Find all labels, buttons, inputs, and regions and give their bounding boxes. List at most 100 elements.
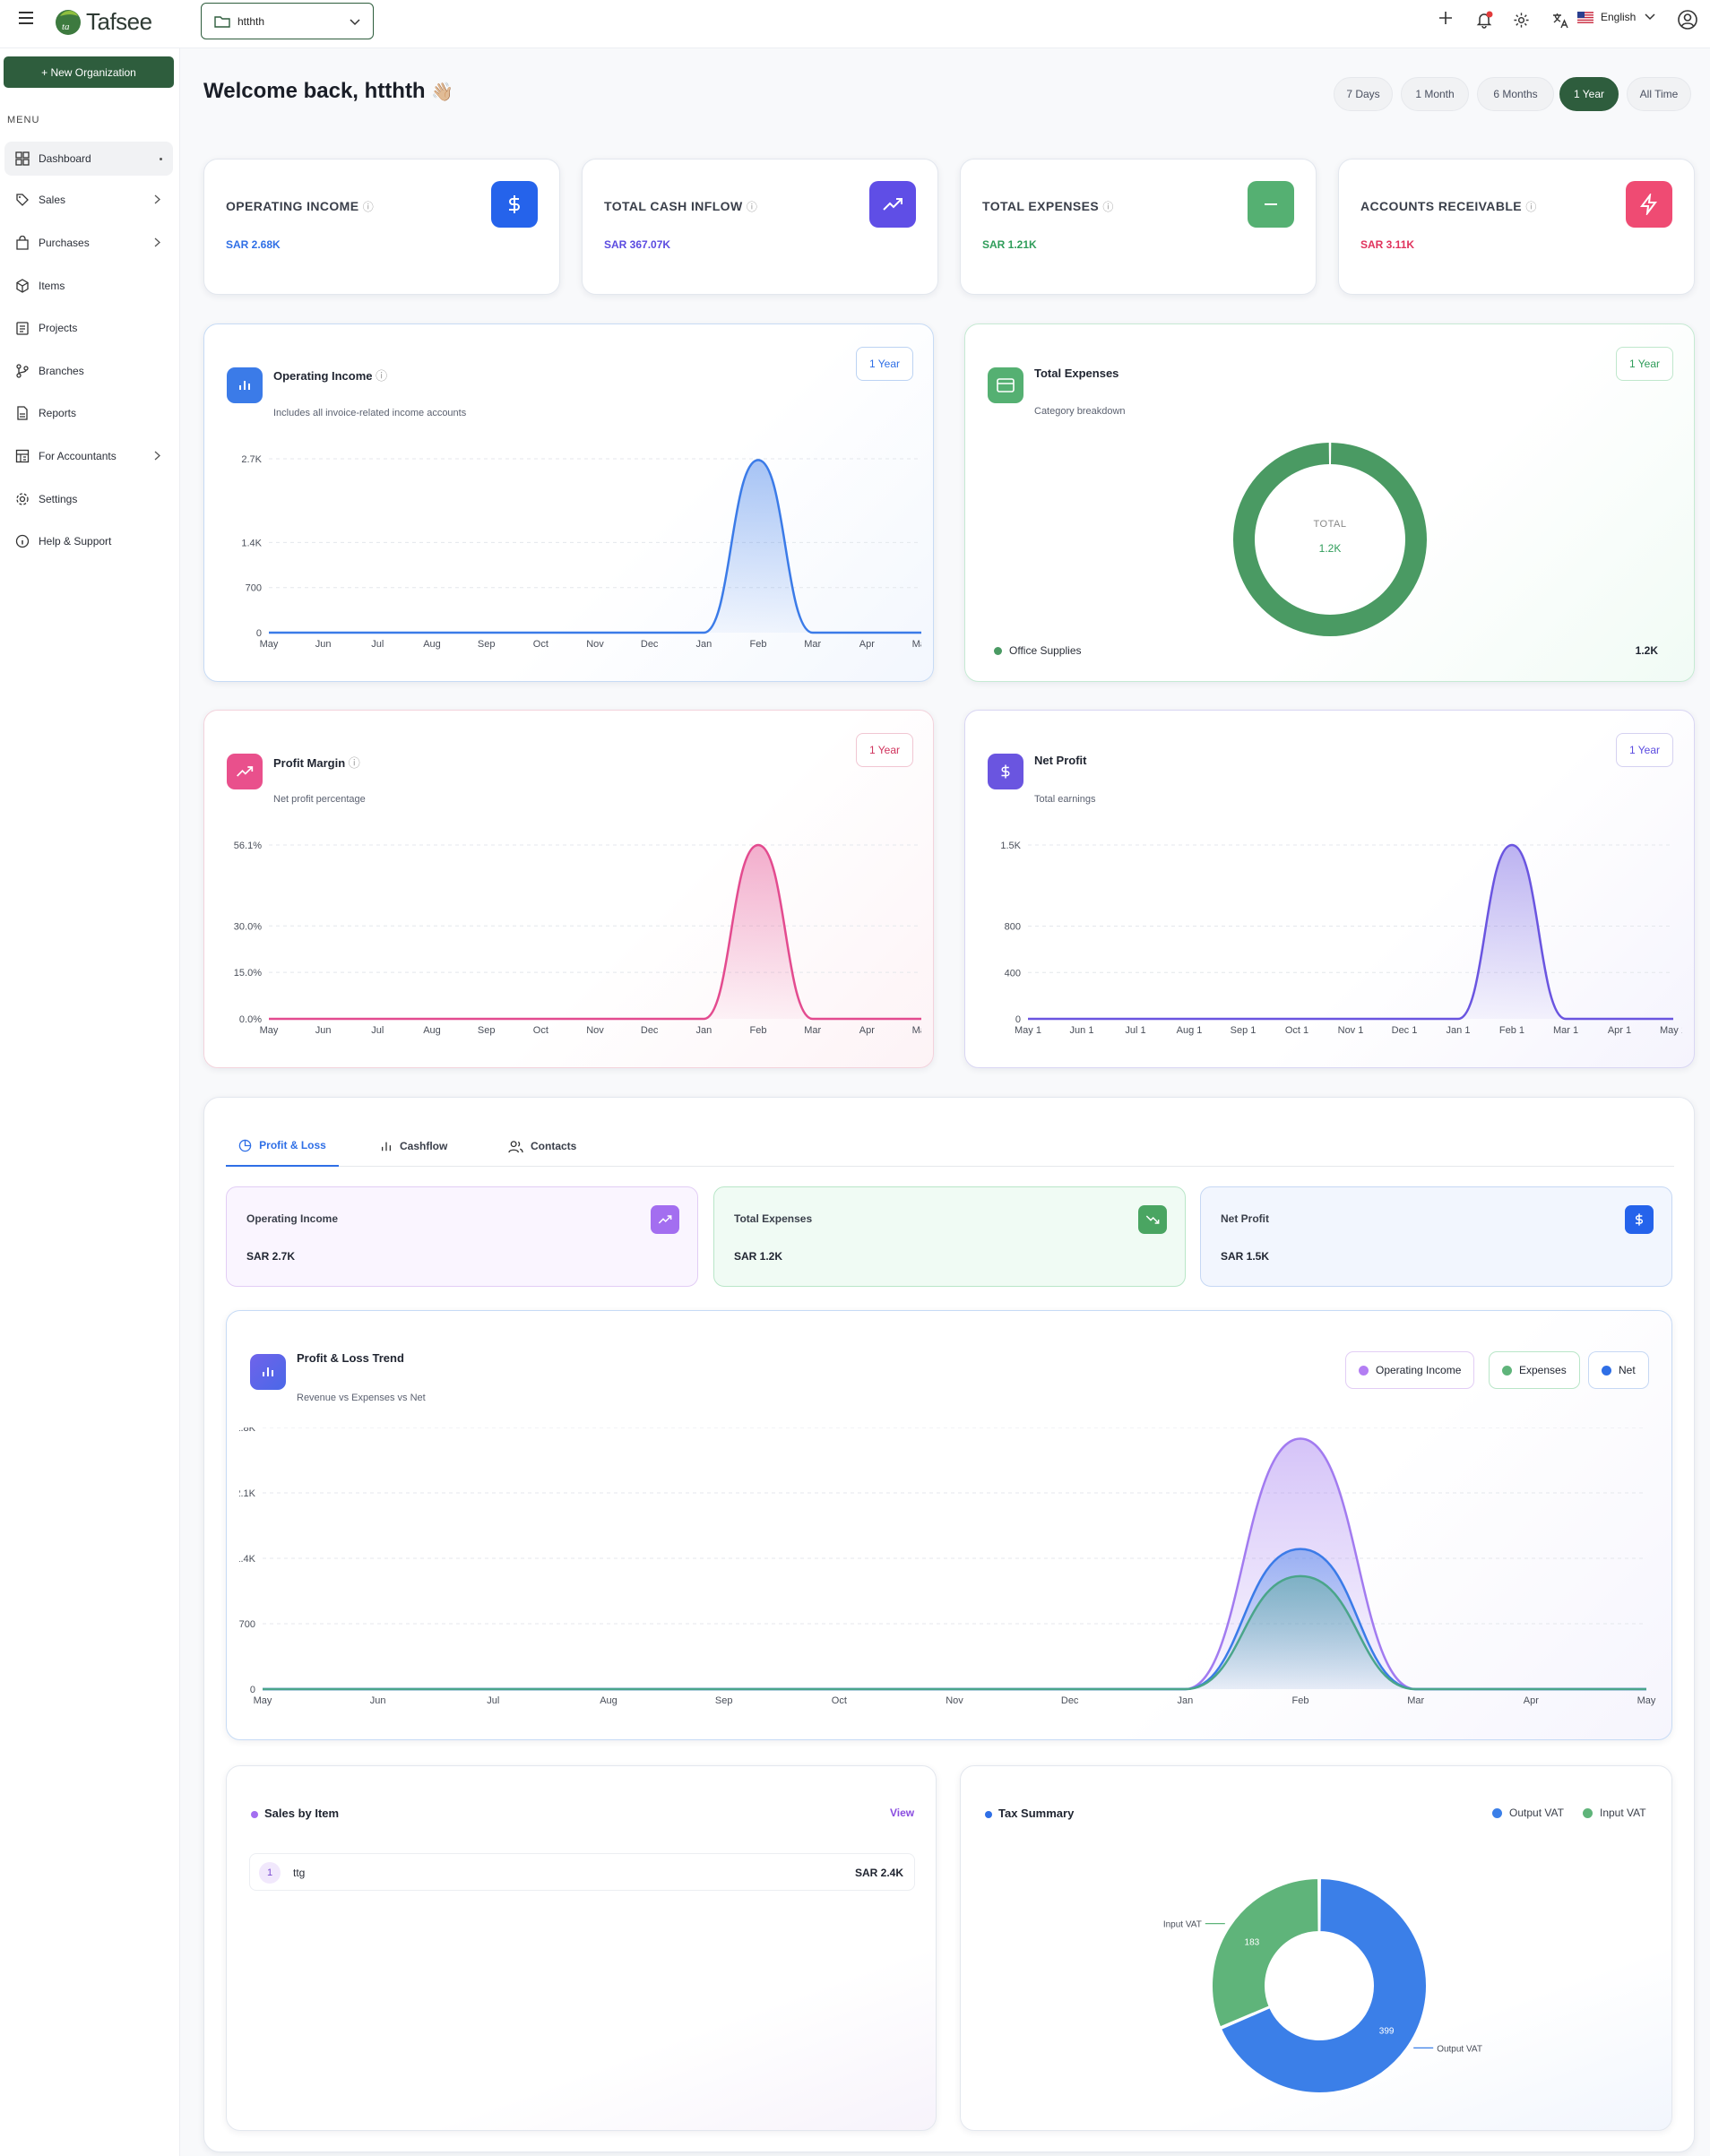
period-1-month-button[interactable]: 1 Month [1401,77,1469,111]
sidebar-item-settings[interactable]: Settings [4,482,173,516]
organization-selector[interactable]: htthth [201,3,374,39]
x-tick-label: Feb [1292,1695,1309,1706]
x-tick-label: May 1 [1660,1025,1682,1036]
y-tick-label: 0.0% [239,1014,262,1025]
info-icon[interactable]: ⓘ [376,369,388,383]
info-icon[interactable]: ⓘ [1102,201,1114,213]
folder-icon [214,15,230,28]
brand-logo[interactable]: ta Tafsee [52,5,152,38]
legend-net[interactable]: Net [1588,1351,1649,1389]
slice-value-label: 399 [1379,2027,1395,2037]
view-link[interactable]: View [890,1807,915,1819]
sidebar-item-label: Help & Support [39,535,112,548]
x-tick-label: Jun [315,1025,332,1036]
period-badge[interactable]: 1 Year [856,733,913,767]
y-tick-label: 0 [256,628,262,639]
legend-operating-income[interactable]: Operating Income [1345,1351,1475,1389]
legend-output-vat[interactable]: Output VAT [1492,1807,1564,1819]
x-tick-label: Dec [641,639,659,650]
period-6-months-button[interactable]: 6 Months [1477,77,1554,111]
legend-dot [1583,1807,1593,1818]
period-badge[interactable]: 1 Year [856,347,913,381]
sidebar-item-dashboard[interactable]: Dashboard [4,142,173,176]
x-tick-label: Jan [1177,1695,1193,1706]
tab-label: Contacts [531,1140,577,1152]
zap-icon [1626,181,1672,228]
chart-subtitle: Revenue vs Expenses vs Net [297,1393,426,1403]
sidebar-item-reports[interactable]: Reports [4,396,173,430]
chevron-right-icon [154,451,160,461]
gear-icon[interactable] [1513,12,1530,29]
y-tick-label: 700 [239,1619,255,1630]
chart-title-text: Profit Margin [273,756,346,770]
kpi-title: TOTAL EXPENSES ⓘ [982,199,1114,214]
x-tick-label: Jan [695,1025,712,1036]
y-tick-label: 30.0% [234,921,262,932]
period-label: 1 Year [1573,88,1605,100]
y-tick-label: 2.1K [239,1488,256,1499]
mini-card-title: Net Profit [1221,1212,1269,1225]
info-icon[interactable]: ⓘ [362,201,375,213]
dollar-icon [491,181,538,228]
sidebar-item-projects[interactable]: Projects [4,311,173,345]
kpi-card-total-cash-inflow: TOTAL CASH INFLOW ⓘ SAR 367.07K [582,159,938,295]
chevron-right-icon [154,237,160,247]
period-7-days-button[interactable]: 7 Days [1334,77,1393,111]
x-tick-label: Mar [804,639,821,650]
sidebar-item-sales[interactable]: Sales [4,183,173,217]
tabs-divider [226,1166,1674,1167]
tab-contacts[interactable]: Contacts [508,1125,576,1167]
y-tick-label: 0 [1015,1014,1021,1025]
x-tick-label: Feb [750,1025,767,1036]
chevron-right-icon [154,194,160,204]
chevron-down-icon [350,19,360,26]
add-icon[interactable] [1438,10,1454,26]
info-icon[interactable]: ⓘ [746,201,758,213]
mini-card-net-profit: Net Profit SAR 1.5K [1200,1186,1672,1287]
legend-input-vat[interactable]: Input VAT [1583,1807,1646,1819]
tab-cashflow[interactable]: Cashflow [380,1125,447,1167]
new-organization-button[interactable]: + New Organization [4,56,174,88]
y-tick-label: 0 [250,1685,255,1695]
x-tick-label: Mar [1407,1695,1424,1706]
info-icon[interactable]: ⓘ [1525,201,1537,213]
bar-chart-icon [227,367,263,403]
period-label: 7 Days [1346,88,1380,100]
period-1-year-button[interactable]: 1 Year [1559,77,1619,111]
sidebar-item-for-accountants[interactable]: For Accountants [4,439,173,473]
series-line [263,1574,1646,1691]
period-badge[interactable]: 1 Year [1616,733,1673,767]
list-item[interactable]: 1 ttg SAR 2.4K [249,1853,915,1891]
sidebar-item-purchases[interactable]: Purchases [4,226,173,260]
x-tick-label: Aug [423,639,441,650]
sidebar-item-help-support[interactable]: Help & Support [4,524,173,558]
bell-icon[interactable] [1475,11,1493,29]
us-flag-icon [1577,11,1593,23]
info-icon[interactable]: ⓘ [348,756,360,770]
period-badge[interactable]: 1 Year [1616,347,1673,381]
period-all-time-button[interactable]: All Time [1627,77,1691,111]
sidebar-item-items[interactable]: Items [4,269,173,303]
y-tick-label: 400 [1005,968,1021,979]
language-selector[interactable]: English [1577,11,1655,23]
total-expenses-chart-card: Total Expenses Category breakdown 1 Year… [964,323,1695,682]
language-label: English [1601,11,1637,23]
sidebar-item-branches[interactable]: Branches [4,354,173,388]
period-label: All Time [1639,88,1679,100]
user-account-icon[interactable] [1677,9,1698,30]
x-tick-label: Apr 1 [1608,1025,1631,1036]
translate-icon[interactable] [1551,12,1569,30]
kpi-title: TOTAL CASH INFLOW ⓘ [604,199,757,214]
legend-dot [1602,1365,1611,1376]
welcome-heading: Welcome back, htthth 👋🏼 [203,79,453,104]
x-tick-label: Jan 1 [1447,1025,1471,1036]
legend-expenses[interactable]: Expenses [1489,1351,1580,1389]
tag-icon [16,194,29,206]
brand-name: Tafsee [86,7,152,35]
area-fill [269,845,921,1019]
tab-profit-loss[interactable]: Profit & Loss [226,1125,339,1167]
hamburger-menu-icon[interactable] [18,11,34,25]
x-tick-label: May [254,1695,272,1706]
x-tick-label: May [912,1025,921,1036]
operating-income-chart-card: Operating Income ⓘ Includes all invoice-… [203,323,934,682]
